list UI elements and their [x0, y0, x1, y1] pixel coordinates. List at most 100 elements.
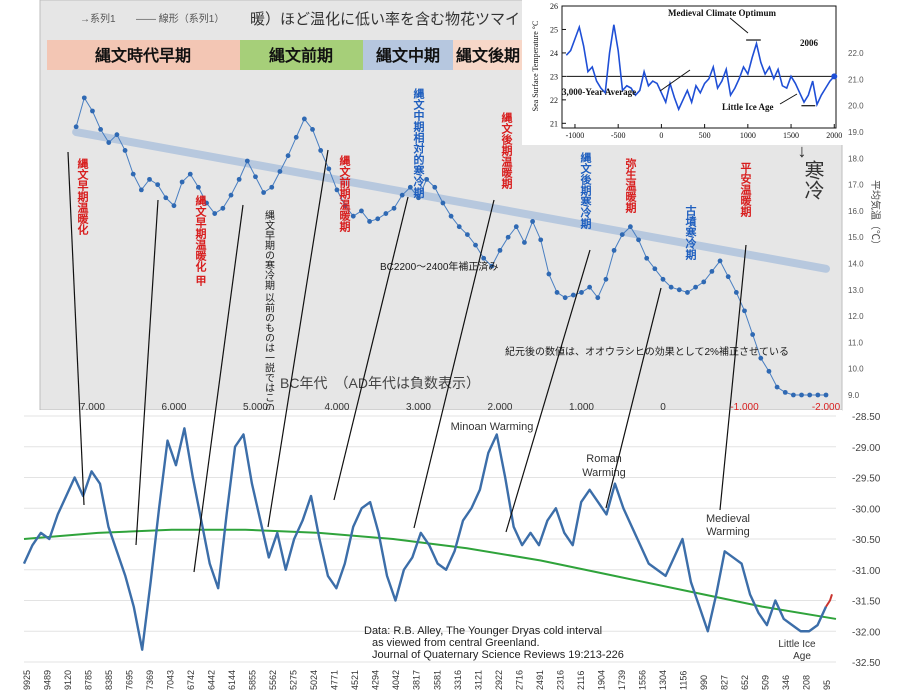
- top-x-axis-label: BC年代 （AD年代は負数表示）: [280, 375, 480, 391]
- top-x-tick-label: -1,000: [730, 402, 759, 413]
- inset-chart: 26 25 24 23 22 21 -1000 -500 0 500 1000 1500 2000 Se…: [522, 0, 845, 145]
- bottom-x-tick-label: 1739: [617, 670, 627, 690]
- cold-arrow-icon: ↓: [798, 141, 807, 161]
- bottom-x-axis: 9925 9489 9120 8785 8385 7695 7369 7043 6742 6442…: [22, 670, 832, 690]
- top-y-tick-label: 19.0: [848, 128, 864, 137]
- top-series-point: [481, 255, 487, 261]
- inset-arrow-optimum: [729, 17, 749, 34]
- bottom-y-tick-label: -31.50: [852, 597, 881, 608]
- bottom-x-tick-label: 3817: [412, 670, 422, 690]
- period-band-2: [363, 40, 453, 70]
- header-title: 暖）ほど温化に低い率を含む物花ツマイ: [250, 11, 520, 28]
- bottom-chart: -28.50 -29.00 -29.50 -30.00 -30.50 -31.00 -31.…: [22, 410, 881, 690]
- inset-background: [522, 0, 845, 145]
- top-series-point: [611, 247, 617, 253]
- period-band-3: [453, 40, 523, 70]
- top-series-1: [72, 95, 830, 398]
- bottom-x-tick-label: 3316: [453, 670, 463, 690]
- top-series-point: [407, 184, 413, 190]
- top-series-point: [676, 287, 682, 293]
- top-series-point: [293, 134, 299, 140]
- annotation-7: 弥生温暖期: [624, 157, 637, 214]
- top-series-point: [554, 290, 560, 295]
- top-series-point: [587, 284, 593, 290]
- top-series-point: [98, 127, 104, 132]
- label-medieval-2: Warming: [706, 526, 750, 538]
- top-series-point: [774, 384, 780, 390]
- top-series-point: [285, 153, 291, 159]
- top-series-point: [823, 392, 829, 398]
- label-roman-2: Warming: [582, 467, 626, 479]
- bottom-x-tick-label: 4521: [350, 670, 360, 690]
- connector-line-8: [719, 244, 747, 511]
- inset-label-optimum: Medieval Climate Optimum: [668, 8, 776, 18]
- inset-x-tick-label: 1000: [740, 131, 756, 140]
- bottom-x-tick-label: 2116: [576, 671, 586, 690]
- annotation-9: 平安温暖期: [739, 162, 752, 218]
- top-series-point: [310, 127, 315, 132]
- inset-series: [565, 24, 838, 112]
- bottom-x-tick-label: 6144: [227, 670, 237, 690]
- period-bands: 縄文時代早期 縄文前期 縄文中期 縄文後期: [47, 40, 523, 70]
- connector-line-2: [193, 204, 244, 573]
- top-series-point: [228, 192, 234, 198]
- top-series-point: [220, 205, 226, 211]
- top-series-point: [522, 240, 527, 245]
- bottom-x-tick-label: 1904: [596, 670, 606, 690]
- bottom-x-tick-label: 8385: [104, 670, 114, 690]
- top-series-point: [81, 95, 87, 101]
- top-series-point: [399, 192, 405, 198]
- bottom-isotope-line: [22, 427, 828, 651]
- bottom-y-tick-label: -30.00: [852, 504, 881, 515]
- top-series-point: [627, 224, 633, 230]
- top-series-point: [196, 184, 201, 190]
- inset-y-tick-label: 24: [550, 49, 558, 58]
- top-series-point: [562, 295, 568, 301]
- header-legend-series: —— 線形（系列1）: [136, 12, 224, 25]
- source-line-1: Data: R.B. Alley, The Younger Dryas cold…: [364, 625, 602, 637]
- top-series-point: [636, 237, 641, 243]
- top-series-point: [693, 284, 698, 290]
- top-series-point: [603, 276, 609, 282]
- bottom-x-tick-label: 509: [760, 675, 770, 690]
- top-series-point: [171, 203, 177, 209]
- connector-lines: [67, 149, 747, 573]
- bottom-x-tick-label: 9925: [22, 670, 32, 690]
- bottom-x-tick-label: 6442: [207, 670, 217, 690]
- bottom-x-tick-label: 7369: [145, 670, 155, 690]
- period-band-label-2: 縄文中期: [376, 46, 440, 65]
- top-series-point: [530, 219, 535, 224]
- bottom-x-tick-label: 2922: [494, 670, 504, 690]
- top-x-tick-label: 7,000: [80, 402, 105, 413]
- top-y-tick-label: 20.0: [848, 102, 864, 111]
- bottom-x-tick-label: 346: [781, 675, 791, 690]
- label-roman-1: Roman: [586, 453, 621, 465]
- bottom-x-tick-label: 8785: [84, 670, 94, 690]
- top-series-point: [301, 116, 307, 122]
- inset-y-tick-label: 22: [550, 96, 558, 105]
- bottom-y-tick-label: -32.00: [852, 627, 881, 638]
- inset-y-axis-label: Sea Surface Temperature °C: [531, 21, 540, 112]
- period-band-label-0: 縄文時代早期: [95, 46, 191, 65]
- top-series-point: [742, 308, 747, 314]
- top-series-point: [204, 200, 209, 206]
- bottom-x-tick-label: 5562: [268, 670, 278, 690]
- top-series-point: [236, 176, 242, 182]
- bottom-x-tick-label: 1556: [637, 670, 647, 690]
- period-band-label-3: 縄文後期: [456, 46, 520, 65]
- top-y-tick-label: 15.0: [848, 233, 864, 242]
- bottom-x-tick-label: 2716: [514, 670, 524, 690]
- top-series-point: [807, 392, 813, 398]
- top-series-point: [424, 176, 430, 182]
- top-y-tick-label: 17.0: [848, 181, 864, 190]
- top-series-point: [685, 290, 690, 295]
- top-series-point: [644, 255, 650, 261]
- connector-line-0: [67, 151, 85, 506]
- bottom-x-tick-label: 95: [822, 680, 832, 690]
- top-series-point: [456, 224, 462, 230]
- inset-y-tick-label: 23: [550, 72, 558, 81]
- top-y-tick-label: 21.0: [848, 75, 864, 84]
- top-series-point: [546, 271, 552, 277]
- annotation-8: 古墳寒冷期: [684, 204, 698, 261]
- connector-line-5: [413, 199, 495, 529]
